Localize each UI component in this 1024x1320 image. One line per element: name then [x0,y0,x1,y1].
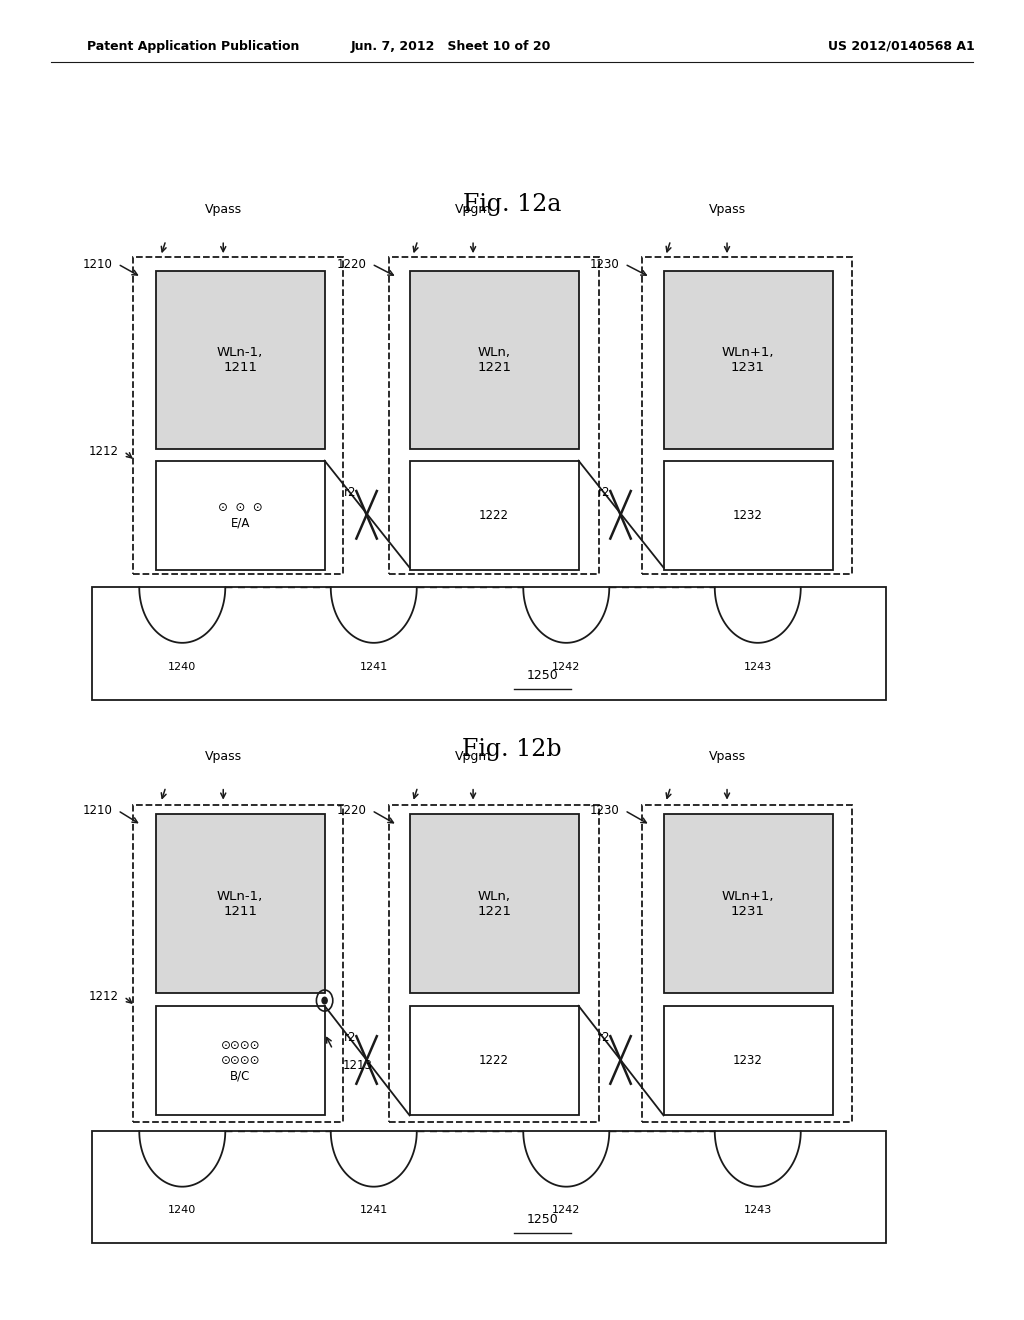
Text: 1241: 1241 [359,661,388,672]
Bar [389,257,599,574]
Bar [664,1006,833,1115]
Text: r2: r2 [344,486,356,499]
Text: Vpgm: Vpgm [455,203,492,216]
Text: Fig. 12a: Fig. 12a [463,193,561,216]
Text: 1232: 1232 [733,1055,763,1067]
Bar [92,1131,886,1243]
Text: 1222: 1222 [479,1055,509,1067]
Text: Vpass: Vpass [205,750,242,763]
Bar [664,461,833,570]
Text: 1250: 1250 [526,669,559,682]
Text: 1220: 1220 [337,257,367,271]
Text: 1212: 1212 [89,990,119,1003]
Bar [642,257,852,574]
Text: 1241: 1241 [359,1205,388,1216]
Bar [642,805,852,1122]
Text: 1232: 1232 [733,510,763,521]
Text: 1230: 1230 [590,804,620,817]
Bar [664,814,833,993]
Bar [410,814,579,993]
Text: r2: r2 [598,486,610,499]
Text: US 2012/0140568 A1: US 2012/0140568 A1 [827,40,975,53]
Text: 1222: 1222 [479,510,509,521]
Bar [664,271,833,449]
Text: WLn-1,
1211: WLn-1, 1211 [217,346,263,374]
Text: 1240: 1240 [168,661,197,672]
Text: 1240: 1240 [168,1205,197,1216]
Text: r2: r2 [344,1031,356,1044]
Text: Patent Application Publication: Patent Application Publication [87,40,299,53]
Text: 1220: 1220 [337,804,367,817]
Bar [410,461,579,570]
Text: WLn,
1221: WLn, 1221 [477,346,511,374]
Bar [156,1006,325,1115]
Text: 1210: 1210 [83,257,113,271]
Text: 1212: 1212 [89,445,119,458]
Bar [92,587,886,700]
Text: WLn+1,
1231: WLn+1, 1231 [722,890,774,917]
Text: Jun. 7, 2012   Sheet 10 of 20: Jun. 7, 2012 Sheet 10 of 20 [350,40,551,53]
Text: WLn,
1221: WLn, 1221 [477,890,511,917]
Text: 1250: 1250 [526,1213,559,1226]
Text: ⊙  ⊙  ⊙
E/A: ⊙ ⊙ ⊙ E/A [218,502,262,529]
Text: WLn-1,
1211: WLn-1, 1211 [217,890,263,917]
Text: Vpass: Vpass [709,750,745,763]
Text: 1243: 1243 [743,661,772,672]
Bar [133,805,343,1122]
Bar [156,814,325,993]
Circle shape [322,998,328,1003]
Text: 1242: 1242 [552,1205,581,1216]
Bar [133,257,343,574]
Text: 1242: 1242 [552,661,581,672]
Text: 1213: 1213 [343,1059,373,1072]
Text: 1230: 1230 [590,257,620,271]
Text: WLn+1,
1231: WLn+1, 1231 [722,346,774,374]
Bar [389,805,599,1122]
Bar [410,271,579,449]
Text: 1243: 1243 [743,1205,772,1216]
Text: Fig. 12b: Fig. 12b [462,738,562,762]
Bar [410,1006,579,1115]
Text: ⊙⊙⊙⊙
⊙⊙⊙⊙
B/C: ⊙⊙⊙⊙ ⊙⊙⊙⊙ B/C [220,1039,260,1082]
Text: Vpass: Vpass [205,203,242,216]
Bar [156,271,325,449]
Text: r2: r2 [598,1031,610,1044]
Text: 1210: 1210 [83,804,113,817]
Text: Vpass: Vpass [709,203,745,216]
Bar [156,461,325,570]
Text: Vpgm: Vpgm [455,750,492,763]
